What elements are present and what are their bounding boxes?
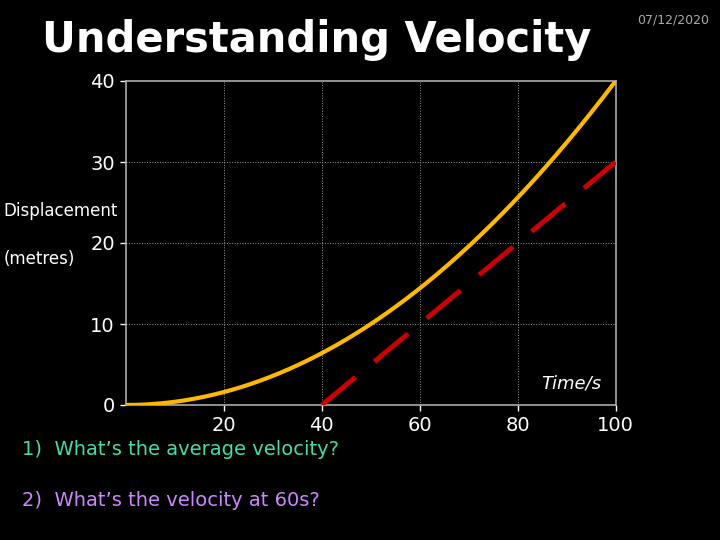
Text: 07/12/2020: 07/12/2020	[637, 14, 709, 26]
Text: (metres): (metres)	[4, 250, 75, 268]
Text: 2)  What’s the velocity at 60s?: 2) What’s the velocity at 60s?	[22, 491, 320, 510]
Text: Displacement: Displacement	[4, 201, 118, 220]
Text: Time/s: Time/s	[541, 375, 601, 393]
Text: Understanding Velocity: Understanding Velocity	[42, 19, 592, 61]
Text: 1)  What’s the average velocity?: 1) What’s the average velocity?	[22, 440, 338, 459]
